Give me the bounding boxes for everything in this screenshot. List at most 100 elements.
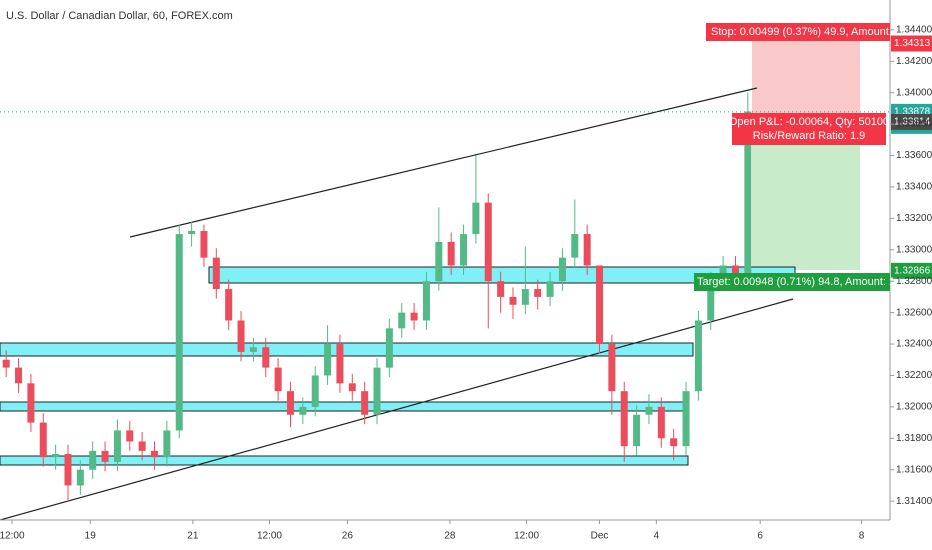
candle-body [534,289,542,297]
candle-body [435,241,443,282]
price-marker [891,35,932,52]
trendline [0,298,794,520]
candle-body [521,289,529,305]
candle-body [398,312,406,329]
y-tick-label: 1.32600 [896,307,932,318]
candle-body [583,234,591,266]
y-tick-label: 1.31400 [896,496,932,507]
candle-body [645,406,653,415]
x-tick-label: 26 [342,531,354,542]
candle-body [484,202,492,282]
candle-body [249,347,257,352]
candle-body [385,328,393,368]
candle-body [596,265,604,345]
candle-body [707,281,715,321]
zone [0,401,687,412]
candle-body [324,344,332,376]
candle-body [633,414,641,447]
candle-body [225,289,233,321]
candle-body [126,430,134,442]
y-tick-label: 1.31600 [896,464,932,475]
y-tick-label: 1.34200 [896,56,932,67]
candle-body [163,430,171,458]
x-tick-label: 12:00 [0,531,25,542]
candle-body [101,450,109,462]
candle-body [694,320,702,392]
price-marker-label: 1.32866 [894,265,931,276]
candle-body [76,469,84,486]
zone [0,455,689,466]
order-labels: Stop: 0.00499 (0.37%) 49.9, Amount: 7 Op… [694,23,901,291]
x-tick-label: 12:00 [257,531,282,542]
candle-body [558,257,566,282]
candle-body [336,344,344,384]
x-tick-label: 8 [859,531,865,542]
x-tick-label: 21 [187,531,199,542]
chart-title: U.S. Dollar / Canadian Dollar, 60, FOREX… [6,10,233,22]
y-tick-label: 1.32200 [896,370,932,381]
candle-body [212,257,220,290]
target-label: Target: 0.00948 (0.71%) 94.8, Amount: 14 [697,276,901,288]
risk-zone [752,40,860,122]
x-tick-label: 4 [654,531,660,542]
y-tick-label: 1.33600 [896,150,932,161]
price-marker-label: 1.33878 [894,106,931,117]
price-marker-label: 1.33814 [894,117,931,128]
candle-body [175,234,183,431]
price-marker [891,262,932,279]
candle-body [27,383,35,423]
candle-body [509,296,517,305]
y-tick-label: 1.33400 [896,182,932,193]
stop-label: Stop: 0.00499 (0.37%) 49.9, Amount: 7 [711,26,901,38]
candle-body [682,391,690,447]
candle-body [52,454,60,458]
reward-zone [752,122,860,270]
candle-body [138,441,146,451]
x-tick-label: 28 [444,531,456,542]
candle-body [422,281,430,321]
candle-body [237,320,245,352]
candle-body [670,438,678,447]
price-marker [891,113,932,130]
candle-body [460,234,468,266]
candle-body [89,450,97,470]
candle-body [447,241,455,266]
zone [0,342,694,357]
candle-body [151,450,159,458]
candle-body [15,367,23,384]
candle-body [571,234,579,258]
y-tick-label: 1.32400 [896,339,932,350]
trendline [129,87,758,238]
y-tick-label: 1.33000 [896,244,932,255]
x-tick-label: 19 [85,531,97,542]
stop-box [706,23,890,41]
y-tick-label: 1.33800 [896,119,932,130]
y-tick-label: 1.32800 [896,276,932,287]
candle-body [620,391,628,447]
candle-body [200,230,208,258]
rr-label: Risk/Reward Ratio: 1.9 [753,130,866,142]
candle-body [497,281,505,297]
x-tick-label: Dec [591,531,609,542]
candle-body [472,202,480,235]
candle-body [286,391,294,415]
candle-body [373,367,381,415]
candle-body [113,430,121,462]
candle-body [64,454,72,486]
candle-body [2,359,10,368]
y-tick-label: 1.34400 [896,24,932,35]
pnl-label: Open P&L: -0.00064, Qty: 50100 [729,116,889,128]
candles [2,92,752,502]
candle-body [608,344,616,392]
candle-body [348,383,356,392]
x-tick-label: 12:00 [514,531,539,542]
candle-body [744,111,752,274]
candle-body [731,265,739,274]
target-box [694,273,890,291]
candle-body [188,230,196,235]
price-marker-label: 1.34313 [894,38,931,49]
y-tick-label: 1.32000 [896,402,932,413]
candle-body [410,312,418,321]
